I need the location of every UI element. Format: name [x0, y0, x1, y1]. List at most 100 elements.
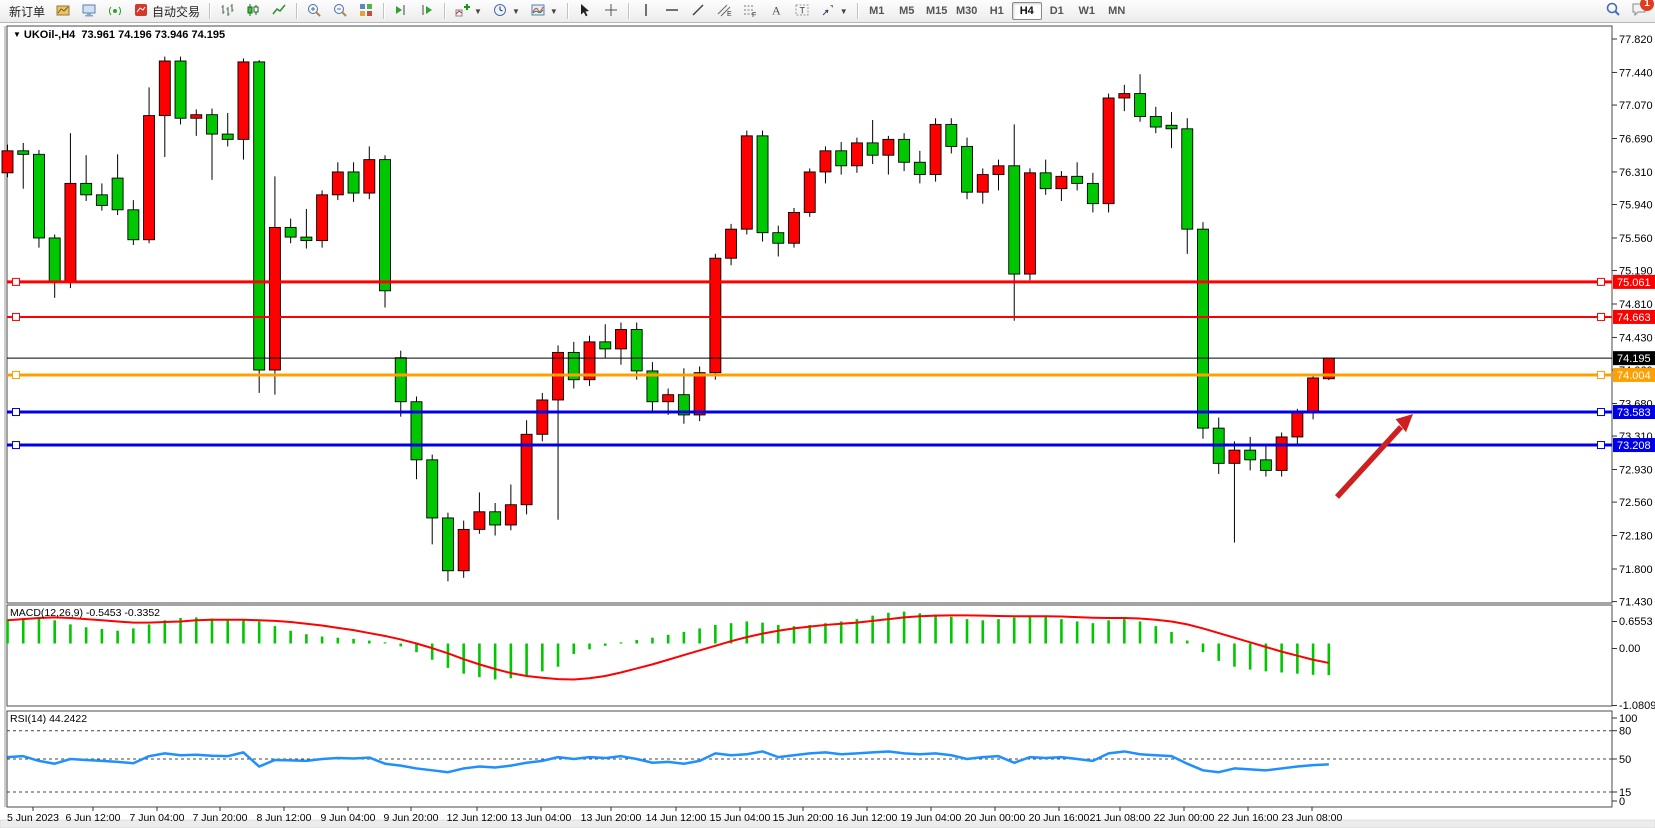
- auto-scroll-icon: [419, 2, 435, 21]
- svg-text:76.690: 76.690: [1619, 133, 1653, 145]
- cursor-button[interactable]: [572, 0, 598, 22]
- chart-window[interactable]: 77.820 77.440 77.070 76.690 76.310 75.940 75.5…: [0, 23, 1655, 828]
- vline-button[interactable]: [633, 0, 659, 22]
- timeframe-m5-button[interactable]: M5: [899, 5, 915, 17]
- notifications-button[interactable]: 1: [1631, 0, 1654, 22]
- channel-button[interactable]: E: [711, 0, 737, 22]
- price-tag: [1613, 438, 1655, 453]
- timeframe-mn-button[interactable]: MN: [1108, 5, 1126, 17]
- symbol-ohlc-text: UKOil-,H4 73.961 74.196 73.946 74.195: [23, 29, 226, 41]
- rsi-indicator-label: RSI(14) 44.2422: [10, 713, 88, 725]
- crosshair-button[interactable]: [598, 0, 624, 22]
- toolbar-separator: [383, 3, 385, 19]
- text-button[interactable]: A: [763, 0, 789, 22]
- signals-icon[interactable]: [102, 0, 128, 22]
- periods-button[interactable]: ▼: [487, 0, 525, 22]
- label-button[interactable]: T: [789, 0, 815, 22]
- profiles-icon[interactable]: [76, 0, 102, 22]
- macd-pane[interactable]: 0.6553 0.00 -1.0809: [6, 611, 1655, 712]
- arrows-button[interactable]: ▼: [815, 0, 853, 22]
- bar-chart-icon: [219, 2, 235, 21]
- line-handle[interactable]: [12, 441, 20, 450]
- svg-text:23 Jun 08:00: 23 Jun 08:00: [1282, 812, 1343, 824]
- svg-text:T: T: [799, 5, 805, 15]
- hline-icon: [664, 2, 680, 21]
- macd-indicator-label: MACD(12,26,9) -0.5453 -0.3352: [10, 607, 160, 619]
- bar-chart-button[interactable]: [214, 0, 240, 22]
- time-axis[interactable]: 5 Jun 2023 6 Jun 12:00 7 Jun 04:00 7 Jun 20…: [7, 807, 1343, 824]
- indicators-button[interactable]: ▼: [449, 0, 487, 22]
- svg-text:74.663: 74.663: [1617, 312, 1651, 324]
- svg-text:6 Jun 12:00: 6 Jun 12:00: [66, 812, 121, 824]
- zoom-out-button[interactable]: [327, 0, 353, 22]
- line-handle[interactable]: [1597, 312, 1605, 321]
- tile-windows-button[interactable]: [353, 0, 379, 22]
- hline-button[interactable]: [659, 0, 685, 22]
- svg-text:20 Jun 00:00: 20 Jun 00:00: [965, 812, 1026, 824]
- svg-text:7 Jun 20:00: 7 Jun 20:00: [193, 812, 248, 824]
- line-handle[interactable]: [1597, 441, 1605, 450]
- profiles-icon-icon: [81, 2, 97, 21]
- candle-chart-button[interactable]: [240, 0, 266, 22]
- trendline-button[interactable]: [685, 0, 711, 22]
- svg-text:14 Jun 12:00: 14 Jun 12:00: [646, 812, 707, 824]
- tile-windows-icon: [358, 2, 374, 21]
- new-order-button[interactable]: 新订单: [9, 4, 46, 19]
- line-chart-button[interactable]: [266, 0, 292, 22]
- autotrading-icon: [133, 2, 149, 21]
- timeframe-m15-button[interactable]: M15: [926, 5, 948, 17]
- line-handle[interactable]: [12, 277, 20, 286]
- crosshair-icon: [603, 2, 619, 21]
- svg-text:75.061: 75.061: [1617, 277, 1651, 289]
- price-tag: [1613, 405, 1655, 420]
- svg-text:22 Jun 00:00: 22 Jun 00:00: [1154, 812, 1215, 824]
- new-chart-icon[interactable]: [50, 0, 76, 22]
- svg-text:22 Jun 16:00: 22 Jun 16:00: [1218, 812, 1279, 824]
- toolbar-separator: [209, 3, 211, 19]
- timeframe-m1-button[interactable]: M1: [869, 5, 885, 17]
- chevron-down-icon[interactable]: ▼: [549, 6, 558, 16]
- timeframe-m30-button[interactable]: M30: [956, 5, 978, 17]
- svg-text:9 Jun 20:00: 9 Jun 20:00: [384, 812, 439, 824]
- channel-icon: E: [716, 2, 732, 21]
- svg-text:15: 15: [1619, 787, 1631, 799]
- fibo-button[interactable]: F: [737, 0, 763, 22]
- templates-button[interactable]: ▼: [525, 0, 563, 22]
- chevron-down-icon[interactable]: ▼: [13, 30, 21, 39]
- chart-canvas[interactable]: 77.820 77.440 77.070 76.690 76.310 75.940 75.5…: [0, 23, 1655, 828]
- auto-scroll-button[interactable]: [414, 0, 440, 22]
- timeframe-h4-button[interactable]: H4: [1011, 2, 1042, 20]
- chart-shift-button[interactable]: [388, 0, 414, 22]
- fibo-icon: F: [742, 2, 758, 21]
- svg-text:5 Jun 2023: 5 Jun 2023: [7, 812, 59, 824]
- timeframe-d1-button[interactable]: D1: [1049, 5, 1064, 17]
- svg-text:8 Jun 12:00: 8 Jun 12:00: [257, 812, 312, 824]
- price-tag: [1613, 274, 1655, 289]
- line-handle[interactable]: [1597, 370, 1605, 379]
- chevron-down-icon[interactable]: ▼: [839, 6, 848, 16]
- main-toolbar: 新订单 自动交易 ▼ ▼ ▼ E F A T ▼ M1 M5 M15 M30 H1 H4 D1 W1 MN 1: [0, 0, 1655, 23]
- svg-text:77.440: 77.440: [1619, 67, 1653, 79]
- line-handle[interactable]: [12, 370, 20, 379]
- chevron-down-icon[interactable]: ▼: [474, 6, 482, 16]
- svg-text:16 Jun 12:00: 16 Jun 12:00: [837, 812, 898, 824]
- line-handle[interactable]: [1597, 277, 1605, 286]
- search-button[interactable]: [1605, 1, 1621, 22]
- line-handle[interactable]: [12, 312, 20, 321]
- timeframe-h1-button[interactable]: H1: [989, 5, 1004, 17]
- horizontal-lines-layer[interactable]: 75.061 74.663 74.195 74.004 73.583 73.208: [7, 274, 1655, 453]
- line-handle[interactable]: [1597, 408, 1605, 417]
- timeframe-w1-button[interactable]: W1: [1078, 5, 1095, 17]
- svg-text:72.560: 72.560: [1619, 497, 1653, 509]
- svg-text:74.810: 74.810: [1619, 299, 1653, 311]
- trendline-icon: [690, 2, 706, 21]
- zoom-in-button[interactable]: [301, 0, 327, 22]
- chart-symbol-title: ▼ UKOil-,H4 73.961 74.196 73.946 74.195: [13, 29, 225, 41]
- line-handle[interactable]: [12, 408, 20, 417]
- chevron-down-icon[interactable]: ▼: [511, 6, 520, 16]
- svg-text:E: E: [727, 11, 732, 18]
- autotrading-button[interactable]: 自动交易: [128, 0, 205, 22]
- svg-text:12 Jun 12:00: 12 Jun 12:00: [447, 812, 508, 824]
- trend-arrow-annotation[interactable]: [1334, 414, 1413, 499]
